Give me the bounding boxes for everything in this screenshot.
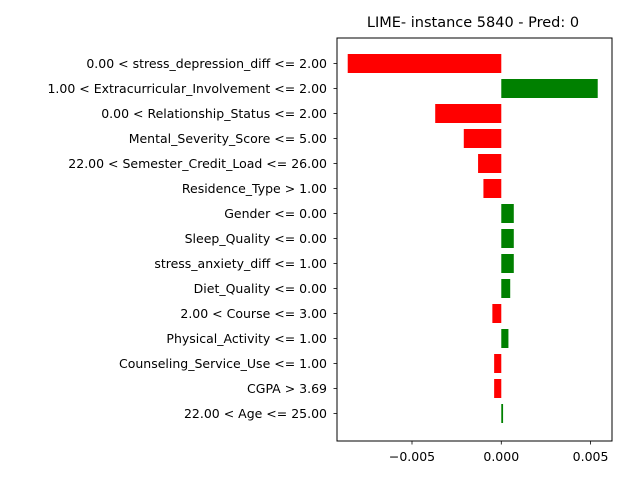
bar-7 [501, 229, 514, 248]
bar-3 [463, 129, 502, 148]
bar-1 [501, 79, 598, 98]
bar-14 [501, 404, 504, 423]
y-tick-label-9: Diet_Quality <= 0.00 [194, 281, 327, 296]
bar-4 [478, 154, 502, 173]
bar-6 [501, 204, 514, 223]
y-tick-label-0: 0.00 < stress_depression_diff <= 2.00 [86, 56, 327, 71]
y-tick-label-12: Counseling_Service_Use <= 1.00 [119, 356, 327, 371]
x-tick-label-1: 0.000 [483, 449, 519, 464]
bar-13 [494, 379, 502, 398]
y-tick-label-5: Residence_Type > 1.00 [182, 181, 327, 196]
bar-12 [494, 354, 502, 373]
y-tick-labels-group: 0.00 < stress_depression_diff <= 2.00 1.0… [47, 56, 337, 421]
y-tick-label-1: 1.00 < Extracurricular_Involvement <= 2.… [47, 81, 327, 96]
y-tick-label-8: stress_anxiety_diff <= 1.00 [154, 256, 327, 271]
bar-5 [483, 179, 502, 198]
bar-0 [347, 54, 502, 73]
plot-frame [336, 37, 613, 442]
bar-2 [435, 104, 502, 123]
x-tick-label-0: −0.005 [389, 449, 435, 464]
bar-8 [501, 254, 514, 273]
y-tick-label-11: Physical_Activity <= 1.00 [166, 331, 327, 346]
y-tick-label-7: Sleep_Quality <= 0.00 [185, 231, 327, 246]
bar-10 [492, 304, 502, 323]
y-tick-label-13: CGPA > 3.69 [247, 381, 327, 396]
y-tick-label-3: Mental_Severity_Score <= 5.00 [129, 131, 327, 146]
bar-11 [501, 329, 509, 348]
bars-group [347, 54, 598, 423]
y-tick-label-2: 0.00 < Relationship_Status <= 2.00 [101, 106, 327, 121]
y-tick-label-14: 22.00 < Age <= 25.00 [184, 406, 327, 421]
x-tick-label-2: 0.005 [573, 449, 609, 464]
y-tick-label-4: 22.00 < Semester_Credit_Load <= 26.00 [68, 156, 327, 171]
x-ticks-group: −0.005 0.000 0.005 [389, 441, 609, 464]
bar-9 [501, 279, 511, 298]
chart-title: LIME- instance 5840 - Pred: 0 [367, 15, 579, 31]
y-tick-label-10: 2.00 < Course <= 3.00 [180, 306, 327, 321]
y-tick-label-6: Gender <= 0.00 [224, 206, 327, 221]
